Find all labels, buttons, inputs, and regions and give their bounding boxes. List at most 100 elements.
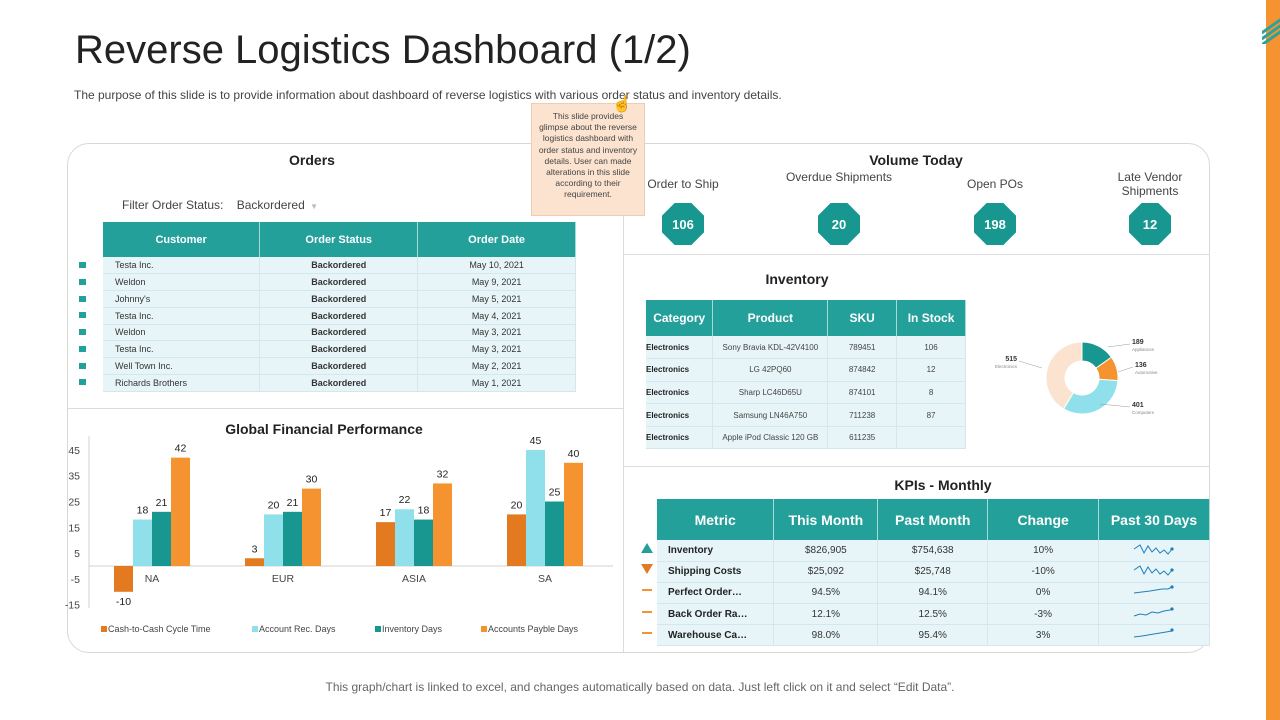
table-row[interactable]: Richards Brothers Backordered May 1, 2021 [103,374,576,392]
donut-category-label: Computers [1132,410,1155,415]
customer-cell: Testa Inc. [103,257,261,275]
bar-sa-series-1[interactable] [526,449,545,566]
legend-label[interactable]: Accounts Payble Days [488,624,579,634]
bar-na-series-1[interactable] [133,519,152,566]
orders-divider [68,408,623,409]
legend-label[interactable]: Inventory Days [382,624,443,634]
table-row[interactable]: Inventory $826,905 $754,638 10% [657,540,1210,562]
volume-badge[interactable]: 12 [1129,203,1171,245]
metric-cell: Shipping Costs [657,561,775,583]
customer-cell: Weldon [103,324,261,342]
donut-slice-electronics[interactable] [1045,341,1083,410]
category-cell: Electronics [646,426,714,450]
sparkline-cell [1098,582,1210,605]
col-in-stock[interactable]: In Stock [896,300,966,336]
bar-sa-series-3[interactable] [564,462,583,566]
this-month-cell: $25,092 [773,561,879,583]
donut-category-label: Appliances [1132,347,1155,352]
bar-na-series-3[interactable] [171,457,190,566]
donut-leader-line [1099,403,1131,408]
bar-eur-series-3[interactable] [302,488,321,566]
table-row[interactable]: Electronics Samsung LN46A750 711238 87 [646,403,966,427]
sparkline-path [1133,565,1173,577]
bar-asia-series-2[interactable] [414,519,433,566]
table-row[interactable]: Well Town Inc. Backordered May 2, 2021 [103,357,576,375]
table-row[interactable]: Johnny's Backordered May 5, 2021 [103,290,576,308]
table-row[interactable]: Weldon Backordered May 3, 2021 [103,324,576,342]
x-tick-label: ASIA [402,573,426,585]
col-past-30-days[interactable]: Past 30 Days [1098,499,1210,540]
page-title: Reverse Logistics Dashboard (1/2) [75,28,691,72]
bar-na-series-2[interactable] [152,511,171,566]
volume-badge[interactable]: 106 [662,203,704,245]
sku-cell: 874101 [827,381,898,405]
filter-value[interactable]: Backordered [236,198,305,212]
trend-down-icon [641,564,653,575]
sku-cell: 874842 [827,358,898,382]
col-order-date[interactable]: Order Date [417,222,576,257]
bar-sa-series-2[interactable] [545,501,564,567]
table-row[interactable]: Shipping Costs $25,092 $25,748 -10% [657,561,1210,583]
legend-label[interactable]: Cash-to-Cash Cycle Time [108,624,211,634]
legend-label[interactable]: Account Rec. Days [259,624,336,634]
table-row[interactable]: Electronics Apple iPod Classic 120 GB 6112… [646,426,966,450]
table-row[interactable]: Testa Inc. Backordered May 4, 2021 [103,307,576,325]
chevron-down-icon[interactable]: ▼ [310,202,319,211]
order-status-cell: Backordered [259,290,419,308]
donut-slice-computers[interactable] [1062,378,1119,415]
table-row[interactable]: Electronics Sony Bravia KDL-42V4100 789451… [646,336,966,360]
order-date-cell: May 10, 2021 [417,257,576,275]
trend-flat-icon [642,631,652,634]
col-product[interactable]: Product [712,300,829,336]
donut-leader-line [1107,343,1131,348]
col-this-month[interactable]: This Month [773,499,879,540]
bar-na-series-0[interactable] [114,566,133,592]
bar-asia-series-3[interactable] [433,483,452,566]
sparkline [1133,585,1174,594]
legend-swatch [252,626,258,632]
product-cell: Samsung LN46A750 [712,403,829,427]
order-date-cell: May 5, 2021 [417,290,576,308]
order-status-cell: Backordered [259,257,419,275]
table-row[interactable]: Weldon Backordered May 9, 2021 [103,273,576,291]
bar-sa-series-0[interactable] [507,514,526,566]
col-sku[interactable]: SKU [827,300,898,336]
table-row[interactable]: Perfect Order… 94.5% 94.1% 0% [657,582,1210,605]
volume-label: Open POs [966,177,1024,191]
bar-data-label: 22 [399,494,411,506]
kpis-title: KPIs - Monthly [894,477,992,493]
y-tick-label: 35 [68,471,80,483]
past-month-cell: 12.5% [877,603,989,626]
col-category[interactable]: Category [646,300,714,336]
volume-divider [624,254,1210,255]
col-customer[interactable]: Customer [103,222,261,257]
table-row[interactable]: Testa Inc. Backordered May 3, 2021 [103,340,576,358]
sparkline [1133,565,1174,577]
col-metric[interactable]: Metric [657,499,775,540]
table-row[interactable]: Electronics LG 42PQ60 874842 12 [646,358,966,382]
bar-eur-series-2[interactable] [283,511,302,566]
customer-cell: Weldon [103,273,261,291]
order-status-filter[interactable]: Filter Order Status: Backordered ▼ [122,198,318,212]
bar-data-label: 18 [418,505,430,517]
inventory-title: Inventory [765,271,829,287]
order-date-cell: May 9, 2021 [417,273,576,291]
table-row[interactable]: Back Order Ra… 12.1% 12.5% -3% [657,603,1210,626]
y-tick-label: 45 [68,445,80,457]
bar-eur-series-1[interactable] [264,514,283,566]
volume-badge[interactable]: 198 [974,203,1016,245]
col-past-month[interactable]: Past Month [877,499,989,540]
table-row[interactable]: Warehouse Ca… 98.0% 95.4% 3% [657,624,1210,647]
bar-asia-series-0[interactable] [376,522,395,566]
order-date-cell: May 3, 2021 [417,340,576,358]
bar-asia-series-1[interactable] [395,509,414,566]
past-month-cell: 94.1% [877,582,989,605]
table-row[interactable]: Electronics Sharp LC46D65U 874101 8 [646,381,966,405]
category-cell: Electronics [646,336,714,360]
table-row[interactable]: Testa Inc. Backordered May 10, 2021 [103,257,576,275]
col-order-status[interactable]: Order Status [259,222,419,257]
col-change[interactable]: Change [987,499,1100,540]
vertical-divider [623,144,624,652]
volume-badge[interactable]: 20 [818,203,860,245]
bar-eur-series-0[interactable] [245,558,264,566]
